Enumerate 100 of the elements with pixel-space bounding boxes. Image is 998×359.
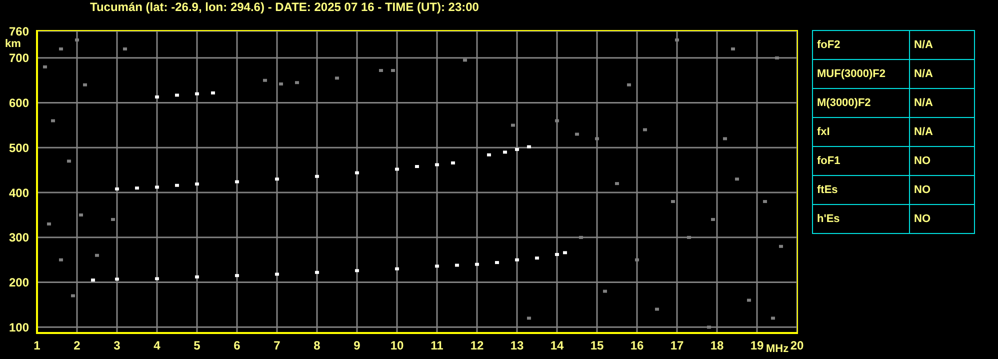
point xyxy=(135,186,139,190)
point xyxy=(527,145,531,148)
text: NO xyxy=(910,176,974,204)
text: ftEs xyxy=(812,176,910,204)
point xyxy=(275,178,279,181)
point xyxy=(603,290,607,293)
point xyxy=(511,124,515,127)
point xyxy=(643,128,647,132)
y-tick-label: 700 xyxy=(8,51,30,66)
point xyxy=(43,65,47,68)
x-tick-label: 4 xyxy=(154,338,161,353)
text: N/A xyxy=(910,60,974,88)
point xyxy=(707,326,711,329)
point xyxy=(79,213,83,216)
point xyxy=(279,82,283,86)
y-tick-label: 400 xyxy=(8,186,30,200)
text: foF1 xyxy=(812,146,910,176)
point xyxy=(91,278,95,282)
point xyxy=(235,274,239,278)
point xyxy=(687,236,691,239)
point xyxy=(335,76,339,80)
point xyxy=(355,269,359,272)
x-tick-label: 16 xyxy=(630,338,644,353)
point xyxy=(771,316,775,320)
x-tick-label: 18 xyxy=(710,338,724,353)
point xyxy=(495,261,499,264)
x-tick-label: 2 xyxy=(74,338,81,353)
point xyxy=(395,267,399,270)
point xyxy=(67,160,71,163)
point xyxy=(731,47,735,50)
point xyxy=(195,182,199,186)
point xyxy=(635,258,639,262)
text: N/A xyxy=(910,88,974,118)
text: N/A xyxy=(910,30,974,60)
text: N/A xyxy=(910,118,974,146)
point xyxy=(59,258,63,262)
point xyxy=(763,200,767,204)
point xyxy=(579,236,583,239)
point xyxy=(415,165,419,168)
text: fxI xyxy=(812,118,910,146)
point xyxy=(595,137,599,140)
y-tick-label: 300 xyxy=(8,230,30,245)
point xyxy=(627,83,631,86)
x-tick-label: 13 xyxy=(510,338,524,353)
point xyxy=(723,137,727,140)
point xyxy=(315,270,319,274)
point xyxy=(71,294,75,298)
point xyxy=(435,264,439,268)
point xyxy=(515,258,519,262)
point xyxy=(123,47,127,50)
point xyxy=(451,161,455,164)
y-tick-label: 760 xyxy=(8,24,30,38)
point xyxy=(675,38,679,42)
point xyxy=(391,68,395,72)
point xyxy=(747,298,751,302)
point xyxy=(555,252,559,256)
point xyxy=(115,278,119,281)
point xyxy=(355,171,359,174)
text: h'Es xyxy=(812,204,910,234)
point xyxy=(195,275,199,278)
point xyxy=(475,262,479,266)
x-tick-label: 1 xyxy=(34,338,41,353)
text: foF2 xyxy=(812,30,910,60)
point xyxy=(155,95,159,98)
x-tick-label: 9 xyxy=(354,338,361,353)
x-axis-title: MHz xyxy=(766,343,789,355)
point xyxy=(779,244,783,248)
point xyxy=(155,277,159,280)
point xyxy=(175,94,179,97)
x-tick-label: 11 xyxy=(430,338,444,353)
text: NO xyxy=(910,146,974,176)
y-tick-label: 200 xyxy=(8,276,30,290)
x-tick-label: 19 xyxy=(750,338,764,353)
x-tick-label: 5 xyxy=(194,338,201,353)
text: MUF(3000)F2 xyxy=(812,60,910,88)
point xyxy=(735,178,739,181)
point xyxy=(435,163,439,166)
point xyxy=(711,218,715,221)
x-tick-label: 14 xyxy=(550,338,564,353)
point xyxy=(111,218,115,221)
chart-title: Tucumán (lat: -26.9, lon: 294.6) - DATE: 2025 07 16 - TIME (UT): 23:00 xyxy=(90,0,479,14)
point xyxy=(115,187,119,190)
point xyxy=(263,78,267,82)
point xyxy=(503,150,507,154)
x-tick-label: 10 xyxy=(390,338,404,353)
point xyxy=(275,272,279,276)
point xyxy=(563,251,567,254)
x-tick-label: 12 xyxy=(470,338,484,353)
x-tick-label: 20 xyxy=(790,338,804,353)
y-tick-label: 500 xyxy=(8,140,30,155)
point xyxy=(51,119,55,122)
y-axis-title: km xyxy=(5,38,21,50)
point xyxy=(487,153,491,156)
x-tick-label: 3 xyxy=(114,338,121,353)
point xyxy=(535,256,539,260)
x-tick-label: 7 xyxy=(274,338,281,353)
point xyxy=(463,58,467,62)
point xyxy=(235,180,239,184)
x-tick-label: 8 xyxy=(314,338,321,353)
point xyxy=(615,182,619,186)
